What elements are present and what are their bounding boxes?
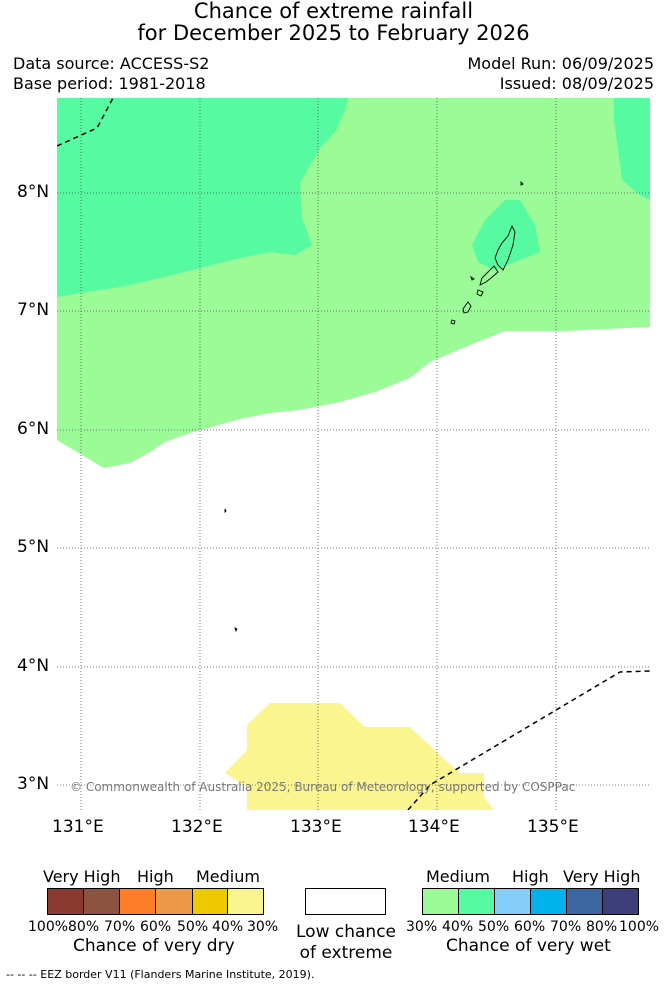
rainfall-map: © Commonwealth of Australia 2025, Bureau… [57, 98, 650, 810]
low-chance-caption-line2: of extreme [299, 943, 393, 963]
issued-date: Issued: 08/09/2025 [499, 74, 654, 93]
island-rock-islands [476, 289, 484, 297]
eez-border [57, 98, 650, 810]
dry-pct-100: 100% [28, 919, 69, 935]
eez-footnote: -- -- -- EEZ border V11 (Flanders Marine… [6, 968, 315, 981]
dry-legend-high: High [137, 867, 174, 886]
wet-legend-caption: Chance of very wet [446, 936, 611, 956]
island-sonsorol [224, 508, 227, 514]
lat-label-7n: 7°N [17, 300, 50, 320]
wet-pct-50: 50% [478, 919, 510, 935]
medium-wet-strong-region-ne [614, 98, 650, 200]
lon-label-133e: 133°E [290, 817, 342, 837]
dry-pct-30: 30% [247, 919, 279, 935]
data-source: Data source: ACCESS-S2 [13, 54, 210, 73]
wet-pct-70: 70% [550, 919, 582, 935]
medium-wet-strong-region [57, 98, 348, 297]
dry-legend-medium: Medium [196, 867, 260, 886]
dry-pct-40: 40% [212, 919, 244, 935]
dry-swatch-40-30 [228, 889, 263, 914]
wet-swatch-40-50 [459, 889, 495, 914]
wet-pct-80: 80% [586, 919, 618, 935]
dry-pct-50: 50% [177, 919, 209, 935]
lon-label-131e: 131°E [52, 817, 104, 837]
wet-legend-very-high: Very High [563, 867, 641, 886]
island-small-1 [470, 275, 475, 281]
island-babeldaob [494, 224, 516, 271]
wet-swatch-70-80 [567, 889, 603, 914]
lat-label-3n: 3°N [17, 774, 50, 794]
dry-swatch-70-60 [120, 889, 156, 914]
low-chance-swatch [305, 888, 386, 915]
low-chance-caption-line1: Low chance [296, 922, 396, 942]
wet-swatch-30-40 [423, 889, 459, 914]
wet-legend-high: High [512, 867, 549, 886]
base-period: Base period: 1981-2018 [13, 74, 206, 93]
medium-dry-region [225, 703, 494, 810]
wet-swatch-80-100 [603, 889, 638, 914]
lon-label-132e: 132°E [171, 817, 223, 837]
map-title-line1: Chance of extreme rainfall [193, 0, 474, 23]
model-run: Model Run: 06/09/2025 [467, 54, 655, 73]
lat-label-8n: 8°N [17, 182, 50, 202]
island-tobi [234, 627, 238, 633]
wet-pct-100: 100% [619, 919, 660, 935]
dry-pct-70: 70% [104, 919, 136, 935]
copyright-text: © Commonwealth of Australia 2025, Bureau… [70, 780, 575, 794]
lon-label-135e: 135°E [527, 817, 579, 837]
island-kayangel [520, 180, 524, 186]
wet-swatch-60-70 [531, 889, 567, 914]
dry-swatch-80-70 [84, 889, 120, 914]
dry-color-bar [47, 888, 264, 915]
medium-wet-strong-region-palau [472, 200, 540, 270]
wet-pct-60: 60% [514, 919, 546, 935]
wet-swatch-50-60 [495, 889, 531, 914]
island-peleliu [462, 301, 472, 314]
dry-legend-caption: Chance of very dry [73, 936, 235, 956]
map-title-line2: for December 2025 to February 2026 [137, 21, 530, 45]
dry-pct-60: 60% [140, 919, 172, 935]
dry-swatch-60-50 [156, 889, 193, 914]
lat-label-6n: 6°N [17, 419, 50, 439]
island-angaur [450, 319, 456, 325]
dry-swatch-100-80 [48, 889, 84, 914]
low-chance-caption: Low chance of extreme [286, 922, 406, 964]
island-koror [479, 265, 499, 286]
lat-label-4n: 4°N [17, 656, 50, 676]
lon-label-134e: 134°E [408, 817, 460, 837]
wet-color-bar [422, 888, 639, 915]
eez-border-nw [57, 98, 114, 147]
dry-legend-very-high: Very High [43, 867, 121, 886]
dry-swatch-50-40 [193, 889, 228, 914]
wet-pct-40: 40% [442, 919, 474, 935]
dry-pct-80: 80% [68, 919, 100, 935]
wet-legend-medium: Medium [426, 867, 490, 886]
palau-islands [224, 180, 524, 633]
lat-label-5n: 5°N [17, 537, 50, 557]
wet-pct-30: 30% [406, 919, 438, 935]
